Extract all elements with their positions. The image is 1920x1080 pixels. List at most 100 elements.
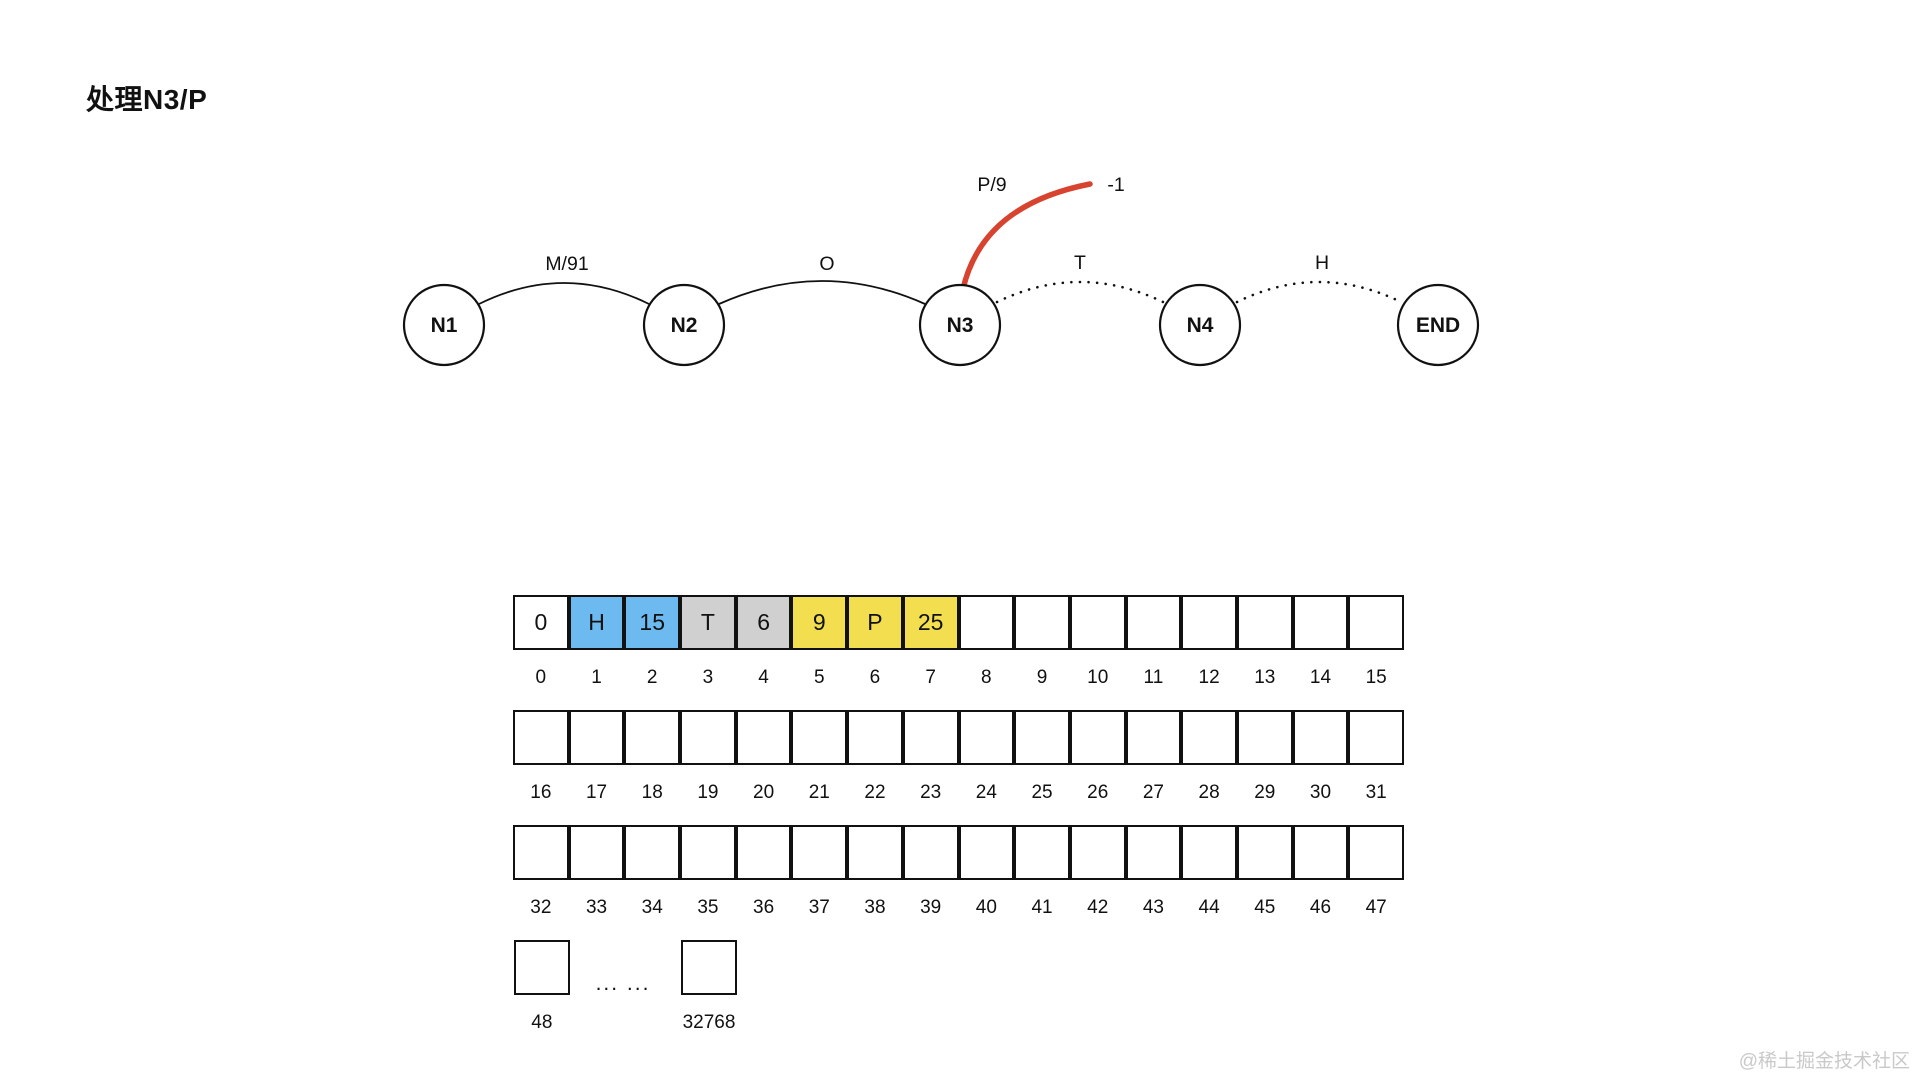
- array-cell: [1348, 710, 1404, 765]
- array-cell: 15: [624, 595, 681, 650]
- array-cell: [568, 710, 625, 765]
- array-index-row: 32 33 34 35 36 37 38 39 40 41 42 43 44 45 46 47: [513, 894, 1404, 922]
- array-index-label: 44: [1198, 897, 1220, 918]
- array-index-label: 19: [697, 782, 719, 803]
- array-index-label: 5: [813, 667, 825, 688]
- array-cell: [1348, 595, 1404, 650]
- array-index-label: 4: [758, 667, 769, 688]
- array-index-label: 16: [530, 782, 552, 803]
- array-cell: 9: [791, 595, 848, 650]
- array-index-label: 10: [1087, 667, 1109, 688]
- array-cell: [513, 710, 569, 765]
- array-index-label: 29: [1254, 782, 1276, 803]
- edge-label-m91: M/91: [545, 253, 588, 275]
- node-n4-label: N4: [1187, 314, 1214, 337]
- array-cell: [902, 710, 959, 765]
- node-n2-circle: [642, 283, 726, 367]
- edge-n1-n2: [478, 282, 650, 305]
- array-cell: [680, 710, 736, 765]
- array-row: [513, 710, 1404, 765]
- array-index-label: 36: [753, 897, 775, 918]
- array-cell: [735, 825, 792, 880]
- array-cell: P: [847, 595, 903, 650]
- array-index-label: 9: [1036, 667, 1048, 688]
- array-index-label: 30: [1309, 782, 1332, 803]
- array-index-label: 47: [1365, 897, 1387, 918]
- red-edge-value: -1: [1107, 174, 1124, 196]
- array-cell: T: [680, 595, 736, 650]
- page-title: 处理N3/P: [86, 84, 208, 115]
- array-index-label: 12: [1198, 667, 1220, 688]
- array-index-label: 37: [808, 897, 830, 918]
- array-cell: [1181, 825, 1237, 880]
- array-index-label: 26: [1087, 782, 1109, 803]
- array-index-label: 28: [1198, 782, 1220, 803]
- array-index-label: 38: [864, 897, 886, 918]
- array-row: [513, 825, 1404, 880]
- node-n4-circle: [1158, 283, 1242, 367]
- array-cell: [680, 825, 736, 880]
- array-index-label: 42: [1087, 897, 1109, 918]
- array-index-label: 32768: [682, 1012, 736, 1033]
- array-cell: [791, 825, 848, 880]
- array-index-label: 0: [535, 667, 547, 688]
- array-index-label: 25: [1031, 782, 1053, 803]
- array-cell: [1014, 825, 1070, 880]
- array-cell: [958, 595, 1015, 650]
- array-cell: 6: [735, 595, 792, 650]
- array-index-label: 32: [530, 897, 552, 918]
- array-index-row: 0 1 2 3 4 5 6 7 8 9 10 11 12 13 14 15: [513, 664, 1404, 692]
- array-index-label: 34: [641, 897, 663, 918]
- array-index-label: 39: [920, 897, 942, 918]
- edge-n3-n4: [995, 280, 1165, 304]
- array-index-label: 48: [531, 1012, 553, 1033]
- array-index-label: 24: [975, 782, 997, 803]
- array-cell: [847, 710, 903, 765]
- array-cell: [735, 710, 792, 765]
- array-index-label: 7: [925, 667, 936, 688]
- watermark: @稀土掘金技术社区: [1738, 1051, 1910, 1072]
- array-index-label: 8: [981, 667, 992, 688]
- node-graph: N1 N2 N3 N4 END M/91 O T H P/9 -1: [402, 174, 1480, 367]
- array-cell: H: [568, 595, 625, 650]
- array-index-label: 17: [585, 782, 608, 803]
- array-cell: [958, 710, 1015, 765]
- array-cell-48: [514, 940, 570, 995]
- node-n2-label: N2: [671, 314, 698, 337]
- array-index-label: 2: [646, 667, 658, 688]
- array-index-label: 18: [641, 782, 663, 803]
- array-cell: [1292, 825, 1349, 880]
- array-index-label: 27: [1142, 782, 1164, 803]
- array-index-label: 46: [1309, 897, 1332, 918]
- array-index-label: 15: [1365, 667, 1387, 688]
- array-cell: [1181, 710, 1237, 765]
- array-index-label: 35: [697, 897, 719, 918]
- array-cell-32768: [681, 940, 737, 995]
- array-cell: [1292, 595, 1349, 650]
- array-index-label: 41: [1031, 897, 1053, 918]
- array-index-label: 22: [864, 782, 886, 803]
- array-cell: [958, 825, 1015, 880]
- array-index-label: 13: [1254, 667, 1276, 688]
- array-row: 0 H 15 T 6 9 P 25: [513, 595, 1404, 650]
- edge-n2-n3: [718, 280, 926, 305]
- array-cell: [1069, 825, 1126, 880]
- node-n3-label: N3: [947, 314, 974, 337]
- array-index-label: 20: [753, 782, 775, 803]
- array-cell: [1014, 595, 1070, 650]
- array-index-label: 40: [975, 897, 997, 918]
- node-n1-circle: [402, 283, 486, 367]
- array-cell: [1236, 710, 1293, 765]
- edge-label-o: O: [819, 253, 834, 275]
- node-end-label: END: [1416, 314, 1460, 337]
- red-edge-path: [960, 181, 1093, 292]
- array-index-label: 33: [585, 897, 608, 918]
- array-cell: [568, 825, 625, 880]
- array-cell: [624, 825, 681, 880]
- array-cell: [1125, 825, 1182, 880]
- array-cell: [902, 825, 959, 880]
- array-cell: 0: [513, 595, 569, 650]
- array-cell: [1181, 595, 1237, 650]
- array-cell: [1236, 825, 1293, 880]
